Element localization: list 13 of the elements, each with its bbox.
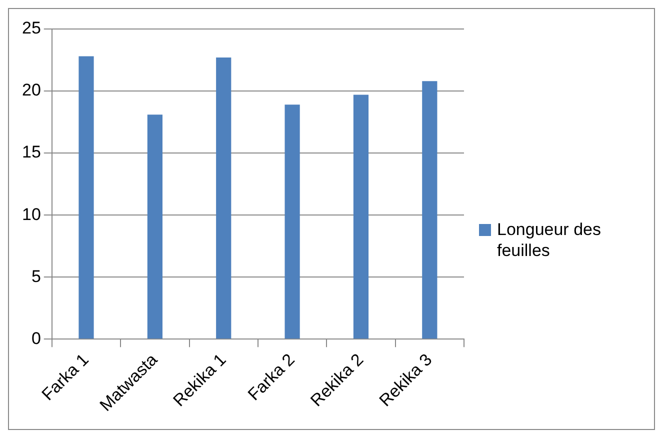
- bar: [353, 94, 369, 339]
- bar: [284, 104, 300, 339]
- bar: [422, 81, 438, 339]
- bar: [78, 56, 94, 339]
- bar: [147, 114, 162, 339]
- y-tick-label: 0: [31, 328, 41, 348]
- bar: [216, 58, 232, 339]
- legend-label: Longueur des feuilles: [497, 219, 602, 261]
- y-tick-label: 10: [22, 204, 41, 224]
- y-tick-label: 15: [22, 142, 41, 162]
- y-tick-label: 20: [22, 80, 41, 100]
- y-tick-label: 25: [22, 18, 41, 38]
- y-tick-label: 5: [31, 266, 41, 286]
